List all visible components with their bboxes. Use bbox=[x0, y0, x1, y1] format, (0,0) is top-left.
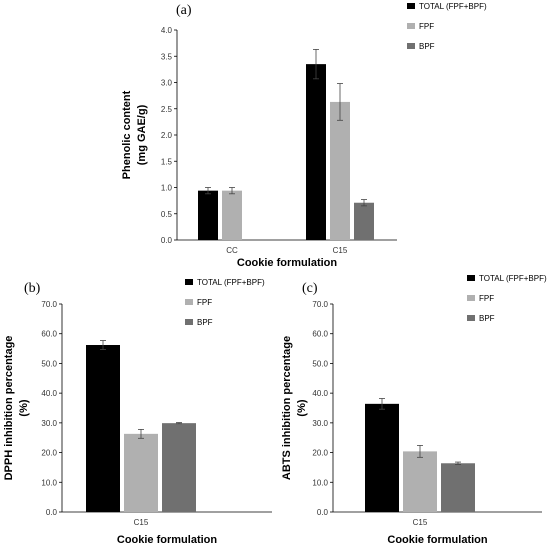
y-tick-label: 3.5 bbox=[161, 52, 173, 61]
y-tick-label: 70.0 bbox=[41, 300, 57, 309]
bar bbox=[306, 64, 326, 240]
y-tick-label: 0.0 bbox=[161, 236, 173, 245]
y-tick-label: 20.0 bbox=[41, 449, 57, 458]
panel-label: (b) bbox=[24, 281, 41, 296]
y-tick-label: 10.0 bbox=[41, 478, 57, 487]
legend-swatch bbox=[407, 3, 415, 9]
bar bbox=[354, 202, 374, 240]
bar bbox=[330, 101, 350, 240]
x-tick-label: C15 bbox=[413, 518, 428, 527]
y-tick-label: 50.0 bbox=[312, 359, 328, 368]
y-tick-label: 40.0 bbox=[41, 389, 57, 398]
y-tick-label: 20.0 bbox=[312, 449, 328, 458]
bar bbox=[124, 433, 158, 512]
legend-swatch bbox=[467, 275, 475, 281]
y-tick-label: 3.0 bbox=[161, 79, 173, 88]
legend-label: FPF bbox=[479, 294, 494, 303]
legend-label: TOTAL (FPF+BPF) bbox=[479, 274, 547, 283]
legend-swatch bbox=[407, 23, 415, 29]
y-axis-title: (%) bbox=[18, 399, 30, 416]
y-tick-label: 40.0 bbox=[312, 389, 328, 398]
x-tick-label: CC bbox=[226, 246, 238, 255]
y-axis-title: (%) bbox=[296, 399, 308, 416]
bar bbox=[222, 190, 242, 240]
legend-label: BPF bbox=[479, 314, 495, 323]
legend-swatch bbox=[467, 315, 475, 321]
legend-swatch bbox=[467, 295, 475, 301]
bar bbox=[86, 345, 120, 512]
bar bbox=[365, 403, 399, 512]
y-tick-label: 1.5 bbox=[161, 157, 173, 166]
y-tick-label: 50.0 bbox=[41, 359, 57, 368]
y-axis-title: ABTS inhibition percentage bbox=[281, 336, 293, 480]
legend-swatch bbox=[185, 299, 193, 305]
bar bbox=[403, 451, 437, 512]
y-axis-title: (mg GAE/g) bbox=[136, 104, 148, 165]
y-tick-label: 4.0 bbox=[161, 26, 173, 35]
y-tick-label: 2.5 bbox=[161, 105, 173, 114]
x-tick-label: C15 bbox=[333, 246, 348, 255]
x-tick-label: C15 bbox=[134, 518, 149, 527]
y-tick-label: 60.0 bbox=[41, 330, 57, 339]
y-tick-label: 60.0 bbox=[312, 330, 328, 339]
y-tick-label: 0.5 bbox=[161, 210, 173, 219]
legend-label: TOTAL (FPF+BPF) bbox=[419, 2, 487, 11]
legend-label: BPF bbox=[197, 318, 213, 327]
y-tick-label: 1.0 bbox=[161, 184, 173, 193]
bar bbox=[441, 463, 475, 512]
y-tick-label: 0.0 bbox=[317, 508, 329, 517]
legend-label: BPF bbox=[419, 42, 435, 51]
y-tick-label: 30.0 bbox=[312, 419, 328, 428]
y-tick-label: 0.0 bbox=[46, 508, 58, 517]
bar bbox=[198, 190, 218, 240]
x-axis-title: Cookie formulation bbox=[237, 257, 338, 269]
x-axis-title: Cookie formulation bbox=[117, 534, 218, 546]
y-axis-title: Phenolic content bbox=[121, 90, 133, 179]
legend-label: FPF bbox=[419, 22, 434, 31]
y-tick-label: 2.0 bbox=[161, 131, 173, 140]
bar bbox=[162, 423, 196, 512]
legend-swatch bbox=[185, 279, 193, 285]
legend-label: FPF bbox=[197, 298, 212, 307]
legend-swatch bbox=[407, 43, 415, 49]
y-tick-label: 70.0 bbox=[312, 300, 328, 309]
x-axis-title: Cookie formulation bbox=[387, 534, 488, 546]
legend-label: TOTAL (FPF+BPF) bbox=[197, 278, 265, 287]
y-axis-title: DPPH inhibition percentage bbox=[3, 336, 15, 481]
panel-label: (c) bbox=[302, 281, 318, 296]
y-tick-label: 10.0 bbox=[312, 478, 328, 487]
y-tick-label: 30.0 bbox=[41, 419, 57, 428]
panel-label: (a) bbox=[176, 3, 192, 18]
legend-swatch bbox=[185, 319, 193, 325]
